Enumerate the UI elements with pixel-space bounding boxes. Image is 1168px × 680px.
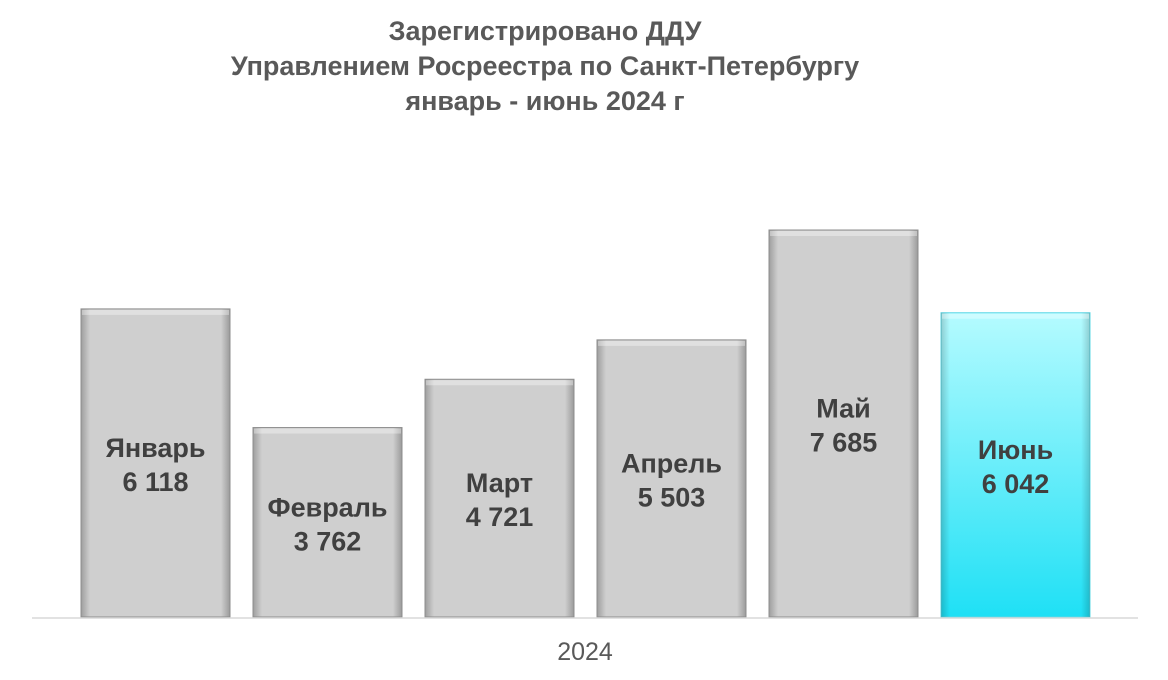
chart-title-line-2: Управлением Росреестра по Санкт-Петербур… xyxy=(230,51,860,81)
bar-3: Март 4 721 xyxy=(424,378,575,618)
x-axis-label: 2024 xyxy=(557,638,613,666)
bar-bevel xyxy=(426,380,573,386)
bar-value-label: 7 685 xyxy=(810,428,878,458)
chart-title-line-1: Зарегистрировано ДДУ xyxy=(388,16,702,46)
bar-bevel xyxy=(254,428,401,434)
chart-title-line-3: январь - июнь 2024 г xyxy=(405,86,685,116)
bar-category-label: Июнь xyxy=(978,435,1053,465)
bar-category-label: Февраль xyxy=(268,492,388,522)
bar-bevel xyxy=(770,231,917,236)
bar-rect xyxy=(596,339,747,618)
bar-rect xyxy=(80,308,231,618)
bar-value-label: 6 118 xyxy=(122,467,188,497)
bar-value-label: 6 042 xyxy=(982,469,1050,499)
bar-2: Февраль 3 762 xyxy=(252,427,403,618)
bar-value-label: 3 762 xyxy=(294,526,362,556)
bar-value-label: 5 503 xyxy=(638,482,706,512)
bar-rect xyxy=(768,229,919,618)
bar-5: Май 7 685 xyxy=(768,229,919,618)
bar-1: Январь 6 118 xyxy=(80,308,231,618)
bar-4: Апрель 5 503 xyxy=(596,339,747,618)
bar-category-label: Январь xyxy=(105,433,205,463)
bar-6: Июнь 6 042 xyxy=(940,312,1091,618)
bar-category-label: Март xyxy=(466,468,533,498)
bar-rect xyxy=(252,427,403,618)
bar-shade xyxy=(941,312,1090,617)
bar-rect xyxy=(424,378,575,618)
bar-value-label: 4 721 xyxy=(466,502,534,532)
bar-bevel xyxy=(942,313,1089,319)
bar-category-label: Апрель xyxy=(621,448,722,478)
bar-category-label: Май xyxy=(816,394,870,424)
bar-bevel xyxy=(598,340,745,346)
chart-title: Зарегистрировано ДДУ Управлением Росреес… xyxy=(0,14,1090,119)
bar-bevel xyxy=(82,309,229,315)
